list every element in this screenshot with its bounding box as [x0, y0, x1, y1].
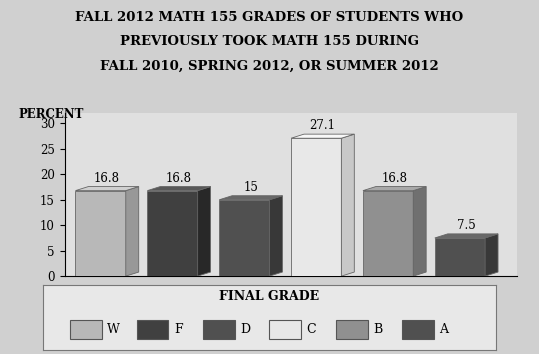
Polygon shape [75, 190, 126, 276]
Polygon shape [291, 138, 341, 276]
FancyBboxPatch shape [270, 320, 301, 339]
Text: 16.8: 16.8 [166, 172, 192, 184]
Text: B: B [373, 323, 382, 336]
Text: 15: 15 [244, 181, 258, 194]
Text: 16.8: 16.8 [382, 172, 407, 184]
Text: FINAL GRADE: FINAL GRADE [219, 290, 320, 303]
Text: PERCENT: PERCENT [19, 108, 84, 121]
Polygon shape [363, 190, 413, 276]
Polygon shape [363, 187, 426, 190]
Polygon shape [126, 187, 139, 276]
Polygon shape [291, 134, 354, 138]
Polygon shape [341, 134, 354, 276]
Text: FALL 2012 MATH 155 GRADES OF STUDENTS WHO: FALL 2012 MATH 155 GRADES OF STUDENTS WH… [75, 11, 464, 24]
Text: 16.8: 16.8 [94, 172, 120, 184]
Polygon shape [270, 196, 282, 276]
Polygon shape [198, 187, 211, 276]
Polygon shape [147, 190, 198, 276]
FancyBboxPatch shape [336, 320, 368, 339]
Polygon shape [435, 234, 498, 238]
Text: W: W [107, 323, 120, 336]
Polygon shape [219, 200, 270, 276]
Text: A: A [439, 323, 448, 336]
Polygon shape [147, 187, 211, 190]
FancyBboxPatch shape [203, 320, 235, 339]
Text: F: F [174, 323, 182, 336]
FancyBboxPatch shape [70, 320, 102, 339]
Text: C: C [307, 323, 316, 336]
Polygon shape [485, 234, 498, 276]
Polygon shape [435, 238, 485, 276]
FancyBboxPatch shape [402, 320, 434, 339]
Polygon shape [219, 196, 282, 200]
Polygon shape [75, 187, 139, 190]
FancyBboxPatch shape [137, 320, 168, 339]
Text: FALL 2010, SPRING 2012, OR SUMMER 2012: FALL 2010, SPRING 2012, OR SUMMER 2012 [100, 60, 439, 73]
Text: 7.5: 7.5 [457, 219, 476, 232]
Text: D: D [240, 323, 250, 336]
Text: 27.1: 27.1 [310, 119, 336, 132]
Polygon shape [413, 187, 426, 276]
Text: PREVIOUSLY TOOK MATH 155 DURING: PREVIOUSLY TOOK MATH 155 DURING [120, 35, 419, 48]
